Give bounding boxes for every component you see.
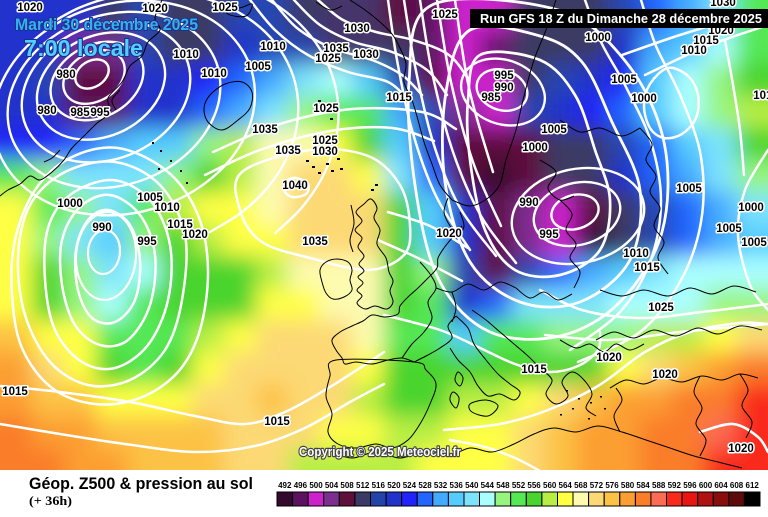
svg-text:995: 995 — [494, 70, 514, 82]
svg-text:1020: 1020 — [652, 369, 678, 381]
svg-text:1015: 1015 — [386, 92, 412, 104]
svg-text:528: 528 — [418, 481, 432, 490]
svg-text:496: 496 — [294, 481, 308, 490]
svg-text:1040: 1040 — [282, 180, 308, 192]
svg-text:516: 516 — [372, 481, 386, 490]
svg-text:1010: 1010 — [154, 202, 180, 214]
svg-text:1035: 1035 — [275, 145, 301, 157]
svg-text:995: 995 — [137, 236, 157, 248]
svg-text:524: 524 — [403, 481, 417, 490]
svg-text:1005: 1005 — [137, 192, 163, 204]
svg-text:508: 508 — [340, 481, 354, 490]
svg-text:560: 560 — [543, 481, 557, 490]
svg-text:Run GFS 18 Z du Dimanche 28 dé: Run GFS 18 Z du Dimanche 28 décembre 202… — [480, 11, 762, 26]
svg-text:1025: 1025 — [648, 302, 674, 314]
svg-text:500: 500 — [309, 481, 323, 490]
svg-text:1005: 1005 — [611, 74, 637, 86]
svg-text:1020: 1020 — [142, 3, 168, 15]
svg-text:1020: 1020 — [182, 229, 208, 241]
svg-text:1020: 1020 — [436, 228, 462, 240]
svg-text:568: 568 — [574, 481, 588, 490]
svg-text:520: 520 — [387, 481, 401, 490]
svg-text:1035: 1035 — [302, 236, 328, 248]
svg-text:536: 536 — [450, 481, 464, 490]
svg-text:1025: 1025 — [315, 53, 341, 65]
svg-text:588: 588 — [652, 481, 666, 490]
svg-text:540: 540 — [465, 481, 479, 490]
svg-text:1025: 1025 — [313, 103, 339, 115]
svg-text:1010: 1010 — [173, 49, 199, 61]
svg-text:504: 504 — [325, 481, 339, 490]
svg-text:1000: 1000 — [631, 93, 657, 105]
svg-text:1030: 1030 — [344, 23, 370, 35]
svg-text:612: 612 — [746, 481, 760, 490]
svg-text:576: 576 — [605, 481, 619, 490]
svg-text:980: 980 — [37, 105, 56, 117]
svg-text:Mardi 30 décembre 2025: Mardi 30 décembre 2025 — [15, 16, 198, 34]
svg-text:544: 544 — [481, 481, 495, 490]
svg-text:1035: 1035 — [252, 124, 278, 136]
svg-text:995: 995 — [539, 229, 559, 241]
svg-text:552: 552 — [512, 481, 526, 490]
svg-text:990: 990 — [92, 222, 111, 234]
svg-text:Géop. Z500 & pression au sol: Géop. Z500 & pression au sol — [29, 474, 253, 493]
svg-text:564: 564 — [559, 481, 573, 490]
svg-text:1000: 1000 — [738, 202, 764, 214]
svg-text:572: 572 — [590, 481, 604, 490]
svg-text:1015: 1015 — [264, 416, 290, 428]
svg-text:1005: 1005 — [716, 223, 742, 235]
svg-text:1010: 1010 — [681, 45, 707, 57]
svg-text:1030: 1030 — [312, 146, 338, 158]
svg-text:1000: 1000 — [522, 142, 548, 154]
svg-text:990: 990 — [519, 197, 538, 209]
svg-text:985: 985 — [481, 92, 501, 104]
svg-text:1025: 1025 — [432, 9, 458, 21]
svg-text:492: 492 — [278, 481, 292, 490]
svg-text:1025: 1025 — [212, 2, 238, 14]
svg-text:1015: 1015 — [167, 219, 193, 231]
svg-text:584: 584 — [636, 481, 650, 490]
svg-text:1015: 1015 — [521, 364, 547, 376]
svg-text:600: 600 — [699, 481, 713, 490]
svg-text:1015: 1015 — [634, 262, 660, 274]
svg-text:1015: 1015 — [693, 35, 719, 47]
svg-text:1010: 1010 — [201, 68, 227, 80]
svg-text:1030: 1030 — [353, 49, 379, 61]
svg-text:985: 985 — [70, 107, 90, 119]
svg-text:1000: 1000 — [585, 32, 611, 44]
svg-text:1025: 1025 — [312, 135, 338, 147]
svg-text:608: 608 — [730, 481, 744, 490]
svg-text:995: 995 — [90, 107, 110, 119]
svg-text:556: 556 — [527, 481, 541, 490]
svg-text:548: 548 — [496, 481, 510, 490]
svg-text:1005: 1005 — [676, 183, 702, 195]
svg-text:604: 604 — [714, 481, 728, 490]
svg-text:596: 596 — [683, 481, 697, 490]
svg-text:1020: 1020 — [17, 2, 43, 14]
svg-text:990: 990 — [494, 82, 513, 94]
svg-text:7:00 locale: 7:00 locale — [24, 35, 143, 61]
svg-text:512: 512 — [356, 481, 370, 490]
svg-text:1010: 1010 — [623, 248, 649, 260]
svg-text:1005: 1005 — [741, 237, 767, 249]
svg-text:1030: 1030 — [710, 0, 736, 9]
svg-text:580: 580 — [621, 481, 635, 490]
svg-text:1015: 1015 — [2, 386, 28, 398]
svg-text:1010: 1010 — [260, 41, 286, 53]
svg-text:1015: 1015 — [753, 90, 768, 102]
svg-text:592: 592 — [668, 481, 682, 490]
svg-text:1020: 1020 — [728, 443, 754, 455]
svg-text:1020: 1020 — [596, 352, 622, 364]
svg-text:(+ 36h): (+ 36h) — [29, 493, 72, 508]
svg-text:1000: 1000 — [57, 198, 83, 210]
svg-text:532: 532 — [434, 481, 448, 490]
svg-text:1005: 1005 — [245, 61, 271, 73]
svg-text:980: 980 — [56, 69, 75, 81]
svg-text:Copyright © 2025 Meteociel.fr: Copyright © 2025 Meteociel.fr — [299, 444, 461, 459]
svg-text:1005: 1005 — [541, 124, 567, 136]
svg-text:1035: 1035 — [323, 43, 349, 55]
